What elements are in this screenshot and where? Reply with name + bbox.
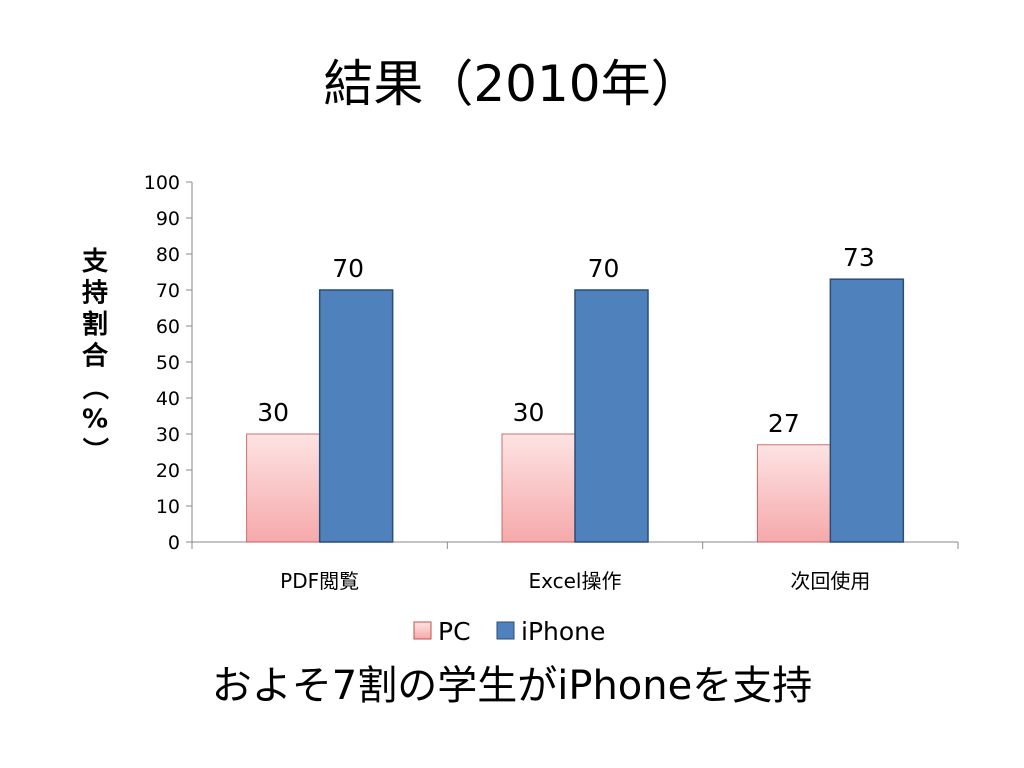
slide-caption: およそ7割の学生がiPhoneを支持 xyxy=(211,663,813,709)
bar-pc xyxy=(246,433,321,543)
y-tick-label: 20 xyxy=(156,460,180,482)
data-label-pc: 27 xyxy=(768,409,800,438)
y-tick-label: 30 xyxy=(156,424,180,446)
data-label-iphone: 70 xyxy=(588,254,620,283)
y-axis-title-char: 持 xyxy=(82,279,108,309)
bar-iphone xyxy=(574,289,649,543)
bar-pc xyxy=(756,444,831,543)
y-axis-title-char: 支 xyxy=(82,247,108,277)
bar-iphone xyxy=(318,289,394,543)
y-axis-title-char: 割 xyxy=(82,309,108,340)
data-label-pc: 30 xyxy=(257,398,289,427)
y-axis-title-char: （ xyxy=(79,374,109,400)
legend-swatch-pc xyxy=(413,621,432,640)
chart-labels: 30 70 PDF閲覧 30 70 Excel操作 27 73 次回使用 xyxy=(257,243,874,593)
slide-title: 結果（2010年） xyxy=(323,55,701,113)
x-category-label: Excel操作 xyxy=(529,569,622,593)
data-label-iphone: 70 xyxy=(332,254,364,283)
y-tick-label: 60 xyxy=(156,316,180,338)
bar-pc xyxy=(501,433,576,543)
y-axis-title-char: 合 xyxy=(82,341,109,372)
legend-label-iphone: iPhone xyxy=(521,617,605,646)
data-label-pc: 30 xyxy=(513,398,545,427)
legend-swatch-iphone xyxy=(496,621,515,640)
y-tick-label: 80 xyxy=(156,244,180,266)
x-category-label: 次回使用 xyxy=(790,569,870,593)
y-tick-label: 90 xyxy=(156,208,180,230)
y-tick-label: 50 xyxy=(156,352,180,374)
y-tick-label: 100 xyxy=(144,172,180,194)
y-axis-title-char: ） xyxy=(79,437,109,463)
y-tick-label: 40 xyxy=(156,388,180,410)
bar-iphone xyxy=(829,278,905,543)
data-label-iphone: 73 xyxy=(843,243,875,272)
y-tick-label: 70 xyxy=(156,280,180,302)
legend-label-pc: PC xyxy=(438,617,471,646)
chart-legend: PC iPhone xyxy=(413,617,605,646)
y-axis-title-char: % xyxy=(82,405,108,435)
y-tick-label: 0 xyxy=(168,532,180,554)
x-category-label: PDF閲覧 xyxy=(280,569,359,593)
y-tick-label: 10 xyxy=(156,496,180,518)
chart-bars xyxy=(246,278,905,543)
